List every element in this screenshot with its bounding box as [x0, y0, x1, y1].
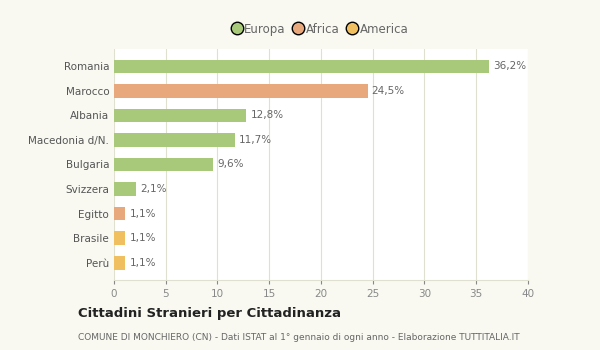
Text: COMUNE DI MONCHIERO (CN) - Dati ISTAT al 1° gennaio di ogni anno - Elaborazione : COMUNE DI MONCHIERO (CN) - Dati ISTAT al…: [78, 332, 520, 342]
Text: 1,1%: 1,1%: [130, 233, 156, 243]
Bar: [114, 256, 125, 270]
Bar: [114, 60, 488, 73]
Text: 9,6%: 9,6%: [217, 160, 244, 169]
Text: 1,1%: 1,1%: [130, 209, 156, 219]
Legend: Europa, Africa, America: Europa, Africa, America: [229, 18, 413, 40]
Bar: [114, 158, 214, 171]
Text: 1,1%: 1,1%: [130, 258, 156, 268]
Text: 2,1%: 2,1%: [140, 184, 166, 194]
Text: 24,5%: 24,5%: [372, 86, 405, 96]
Bar: [114, 207, 125, 220]
Text: Cittadini Stranieri per Cittadinanza: Cittadini Stranieri per Cittadinanza: [78, 307, 341, 320]
Text: 11,7%: 11,7%: [239, 135, 272, 145]
Bar: [114, 108, 247, 122]
Bar: [114, 182, 136, 196]
Bar: [114, 133, 235, 147]
Bar: [114, 231, 125, 245]
Bar: [114, 84, 368, 98]
Text: 36,2%: 36,2%: [493, 61, 526, 71]
Text: 12,8%: 12,8%: [251, 110, 284, 120]
